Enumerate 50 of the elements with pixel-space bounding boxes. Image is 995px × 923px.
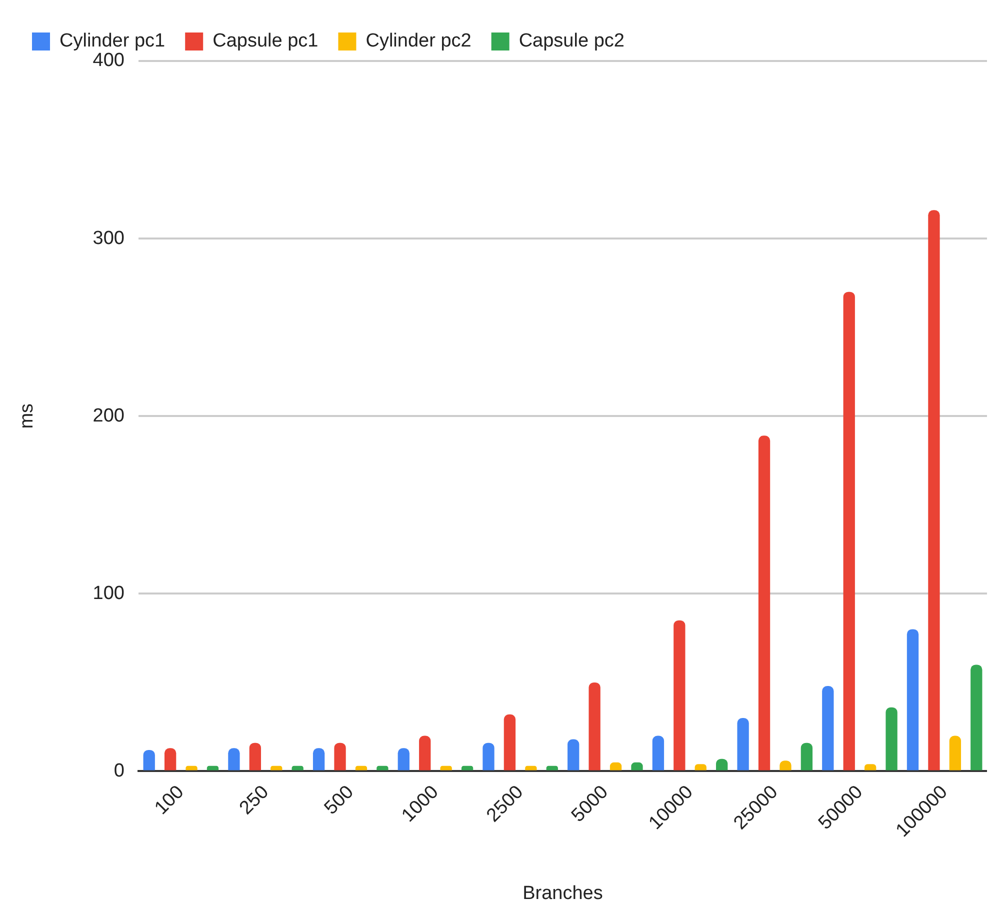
x-tick-label: 500 xyxy=(320,782,358,819)
bar xyxy=(440,766,452,770)
x-axis-title: Branches xyxy=(522,882,603,904)
bar xyxy=(674,620,686,770)
legend-label: Capsule pc1 xyxy=(212,30,318,52)
bar xyxy=(334,742,346,770)
bar xyxy=(270,766,282,770)
bar xyxy=(228,748,240,770)
y-tick-label: 300 xyxy=(92,228,124,249)
bar xyxy=(376,766,388,770)
legend-label: Capsule pc2 xyxy=(518,30,624,52)
legend-label: Cylinder pc2 xyxy=(366,30,472,52)
bar xyxy=(737,718,749,770)
y-tick-label: 400 xyxy=(92,50,124,72)
bar xyxy=(928,210,940,770)
bar xyxy=(694,764,706,770)
bar xyxy=(482,742,494,770)
bar xyxy=(461,766,474,770)
bar xyxy=(822,686,834,770)
bar xyxy=(843,292,855,770)
bar xyxy=(800,742,813,770)
bar xyxy=(906,629,919,770)
x-tick-label: 250 xyxy=(236,782,274,819)
bar xyxy=(143,750,155,770)
bar xyxy=(568,739,580,770)
x-tick-label: 100 xyxy=(150,782,188,819)
bar xyxy=(588,682,600,770)
bar xyxy=(546,766,558,770)
bar xyxy=(355,766,368,770)
bar xyxy=(398,748,410,770)
bar xyxy=(949,736,962,770)
bar xyxy=(504,714,516,770)
bar xyxy=(206,766,219,770)
bar xyxy=(886,707,898,770)
y-tick-label: 0 xyxy=(114,760,124,782)
bar xyxy=(249,742,262,770)
bar xyxy=(186,766,198,770)
bar xyxy=(970,664,982,770)
y-tick-label: 200 xyxy=(92,405,124,426)
bar xyxy=(525,766,537,770)
bar xyxy=(419,736,431,770)
bar xyxy=(312,748,325,770)
bar xyxy=(292,766,304,770)
bar xyxy=(758,436,770,770)
bar xyxy=(864,764,876,770)
legend-label: Cylinder pc1 xyxy=(60,30,166,52)
y-tick-label: 100 xyxy=(92,582,124,604)
y-axis-title: ms xyxy=(16,403,38,429)
bar xyxy=(164,748,176,770)
bar xyxy=(652,736,664,770)
